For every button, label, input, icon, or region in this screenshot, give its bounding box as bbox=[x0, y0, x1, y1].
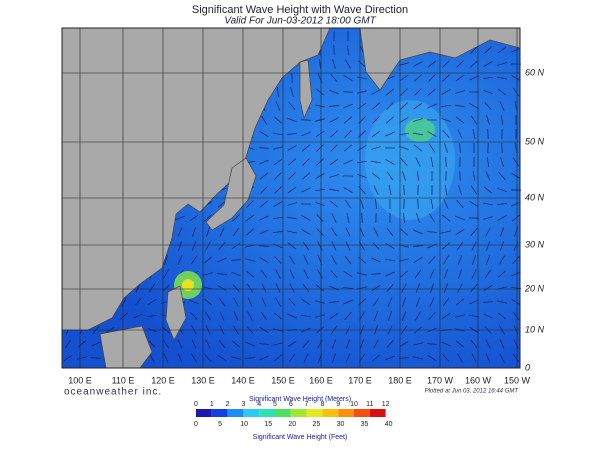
meters-tick: 4 bbox=[257, 401, 261, 408]
feet-tick: 40 bbox=[385, 421, 393, 428]
meters-tick: 7 bbox=[305, 401, 309, 408]
meters-tick: 3 bbox=[241, 401, 245, 408]
latitude-label: 60 N bbox=[525, 67, 545, 77]
meters-tick: 2 bbox=[226, 401, 230, 408]
longitude-label: 160 W bbox=[465, 375, 492, 385]
swell-area bbox=[365, 100, 455, 220]
longitude-label: 160 E bbox=[309, 375, 333, 385]
map bbox=[62, 28, 521, 368]
feet-tick: 30 bbox=[337, 421, 345, 428]
colorbar-segment bbox=[275, 409, 291, 417]
colorbar-segment bbox=[212, 409, 228, 417]
colorbar-segment bbox=[322, 409, 338, 417]
longitude-label: 180 E bbox=[388, 375, 412, 385]
latitude-label: 30 N bbox=[525, 239, 545, 249]
colorbar-segment bbox=[196, 409, 212, 417]
title: Significant Wave Height with Wave Direct… bbox=[192, 4, 408, 16]
longitude-label: 120 E bbox=[151, 375, 175, 385]
credit: oceanweather inc. bbox=[64, 387, 162, 398]
longitude-label: 130 E bbox=[191, 375, 215, 385]
subtitle: Valid For Jun-03-2012 18:00 GMT bbox=[224, 16, 376, 27]
colorbar-segment bbox=[370, 409, 386, 417]
colorbar-segment bbox=[307, 409, 323, 417]
plotted-note: Plotted at Jun 03, 2012 16:44 GMT bbox=[425, 389, 520, 395]
feet-tick: 20 bbox=[288, 421, 296, 428]
feet-tick: 0 bbox=[194, 421, 198, 428]
feet-tick: 25 bbox=[312, 421, 320, 428]
longitude-label: 110 E bbox=[112, 375, 135, 385]
colorbar-segment bbox=[291, 409, 307, 417]
meters-tick: 5 bbox=[273, 401, 277, 408]
meters-tick: 0 bbox=[194, 401, 198, 408]
longitude-label: 150 E bbox=[271, 375, 295, 385]
latitude-label: 20 N bbox=[524, 283, 545, 293]
swell-core bbox=[405, 118, 435, 142]
feet-tick: 5 bbox=[218, 421, 222, 428]
colorbar-segment bbox=[338, 409, 354, 417]
colorbar-segment bbox=[228, 409, 244, 417]
longitude-label: 140 E bbox=[231, 375, 255, 385]
latitude-label: 40 N bbox=[525, 192, 545, 202]
meters-tick: 10 bbox=[350, 401, 358, 408]
latitude-label: 50 N bbox=[525, 136, 545, 146]
colorbar-segment bbox=[259, 409, 275, 417]
colorbar-segment bbox=[243, 409, 259, 417]
latitude-label: 0 bbox=[525, 362, 530, 372]
longitude-label: 100 E bbox=[68, 375, 92, 385]
feet-tick: 10 bbox=[240, 421, 248, 428]
meters-tick: 6 bbox=[289, 401, 293, 408]
feet-tick: 35 bbox=[361, 421, 369, 428]
borneo-land bbox=[100, 326, 152, 368]
meters-tick: 12 bbox=[382, 401, 390, 408]
meters-tick: 11 bbox=[366, 401, 373, 408]
colorbar-segment bbox=[354, 409, 370, 417]
feet-tick: 15 bbox=[264, 421, 272, 428]
meters-tick: 1 bbox=[210, 401, 214, 408]
longitude-label: 170 W bbox=[427, 375, 454, 385]
longitude-label: 170 E bbox=[348, 375, 372, 385]
meters-tick: 9 bbox=[336, 401, 340, 408]
meters-tick: 8 bbox=[320, 401, 324, 408]
feet-title: Significant Wave Height (Feet) bbox=[253, 434, 348, 441]
latitude-label: 10 N bbox=[525, 324, 545, 334]
longitude-label: 150 W bbox=[504, 375, 531, 385]
